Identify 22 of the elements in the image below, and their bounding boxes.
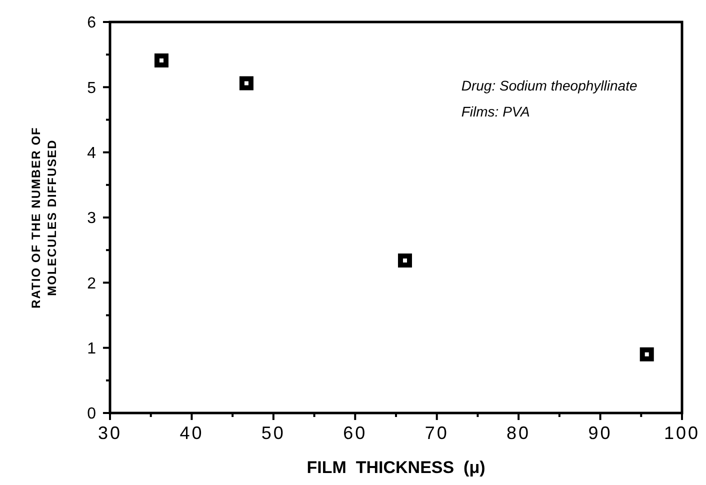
x-tick-label: 80: [506, 423, 531, 443]
x-tick-label: 40: [180, 423, 204, 443]
annotation: Drug: Sodium theophyllinate Films: PVA: [461, 77, 638, 120]
x-tick-label: 70: [424, 423, 449, 443]
x-tick-label: 60: [343, 423, 368, 443]
point: [640, 347, 654, 362]
y-tick-label: 3: [87, 210, 96, 228]
x-tick-label: 90: [588, 423, 612, 443]
x-axis-title: FILM THICKNESS (μ): [306, 458, 486, 477]
y-tick-label: 4: [87, 144, 96, 162]
y-tick-label: 1: [87, 340, 96, 358]
y-axis-title: RATIO OF THE NUMBER OF MOLECULES DIFFUSED: [29, 126, 59, 308]
x-tick-label: 100: [664, 423, 700, 443]
x-tick-label: 50: [261, 423, 286, 443]
y-tick-label: 6: [87, 14, 96, 32]
y-tick-label: 2: [87, 275, 96, 292]
point: [398, 254, 412, 268]
point: [154, 53, 168, 68]
y-tick-label: 5: [87, 80, 96, 97]
x-tick-label: 30: [98, 423, 122, 443]
point: [239, 76, 254, 90]
y-tick-label: 0: [87, 406, 96, 423]
